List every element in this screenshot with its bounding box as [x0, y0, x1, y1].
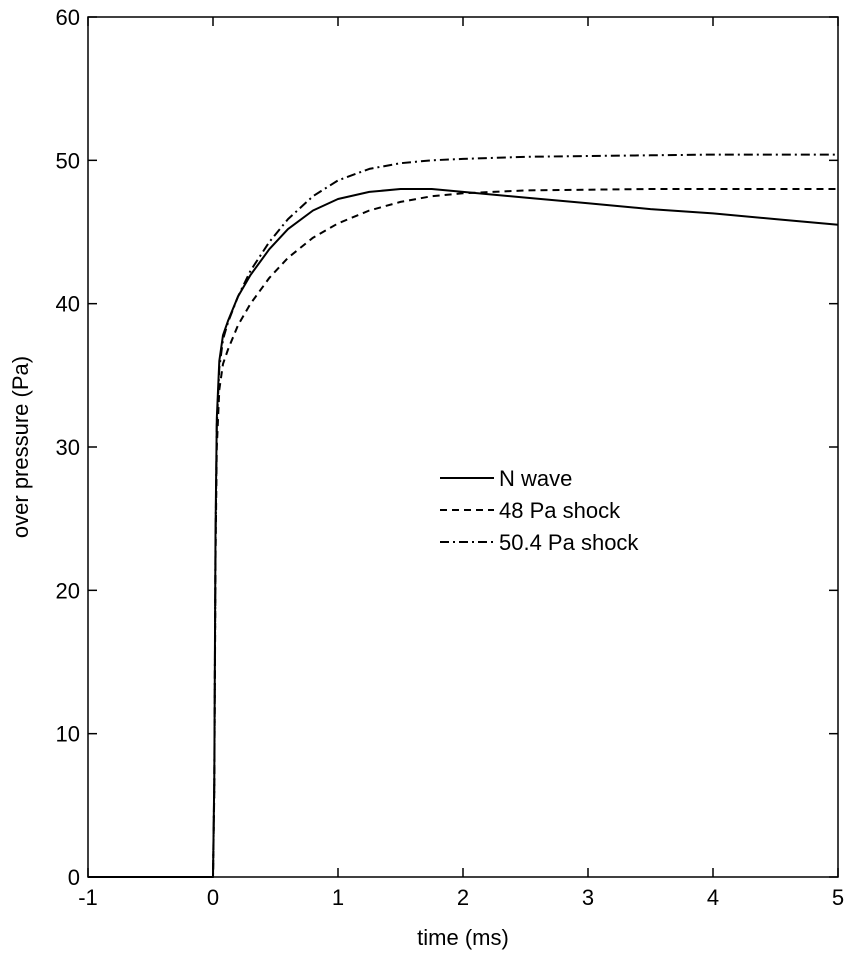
x-ticks: -1 0 1 2 3 4 5: [78, 17, 844, 910]
legend-label-2: 48 Pa shock: [499, 498, 621, 523]
series-layer: [88, 153, 839, 878]
y-tick-label: 40: [56, 292, 80, 317]
legend-label-3: 50.4 Pa shock: [499, 530, 639, 555]
y-tick-label: 10: [56, 722, 80, 747]
legend: N wave 48 Pa shock 50.4 Pa shock: [440, 466, 639, 555]
legend-label-1: N wave: [499, 466, 572, 491]
x-tick-label: -1: [78, 885, 98, 910]
x-tick-label: 1: [332, 885, 344, 910]
series-line-3: [88, 153, 838, 878]
x-tick-label: 3: [582, 885, 594, 910]
x-tick-label: 2: [457, 885, 469, 910]
x-tick-label: 4: [707, 885, 719, 910]
y-tick-label: 50: [56, 148, 80, 173]
y-tick-label: 20: [56, 578, 80, 603]
x-tick-label: 0: [207, 885, 219, 910]
y-axis-label: over pressure (Pa): [8, 356, 33, 538]
series-line-2: [88, 188, 838, 878]
y-tick-label: 30: [56, 435, 80, 460]
y-tick-label: 0: [68, 865, 80, 890]
y-tick-label: 60: [56, 5, 80, 30]
x-tick-label: 5: [832, 885, 844, 910]
series-line-1: [88, 188, 839, 878]
x-axis-label: time (ms): [417, 925, 509, 950]
y-ticks: 0 10 20 30 40 50 60: [56, 5, 838, 890]
plot-frame: [87, 16, 839, 878]
